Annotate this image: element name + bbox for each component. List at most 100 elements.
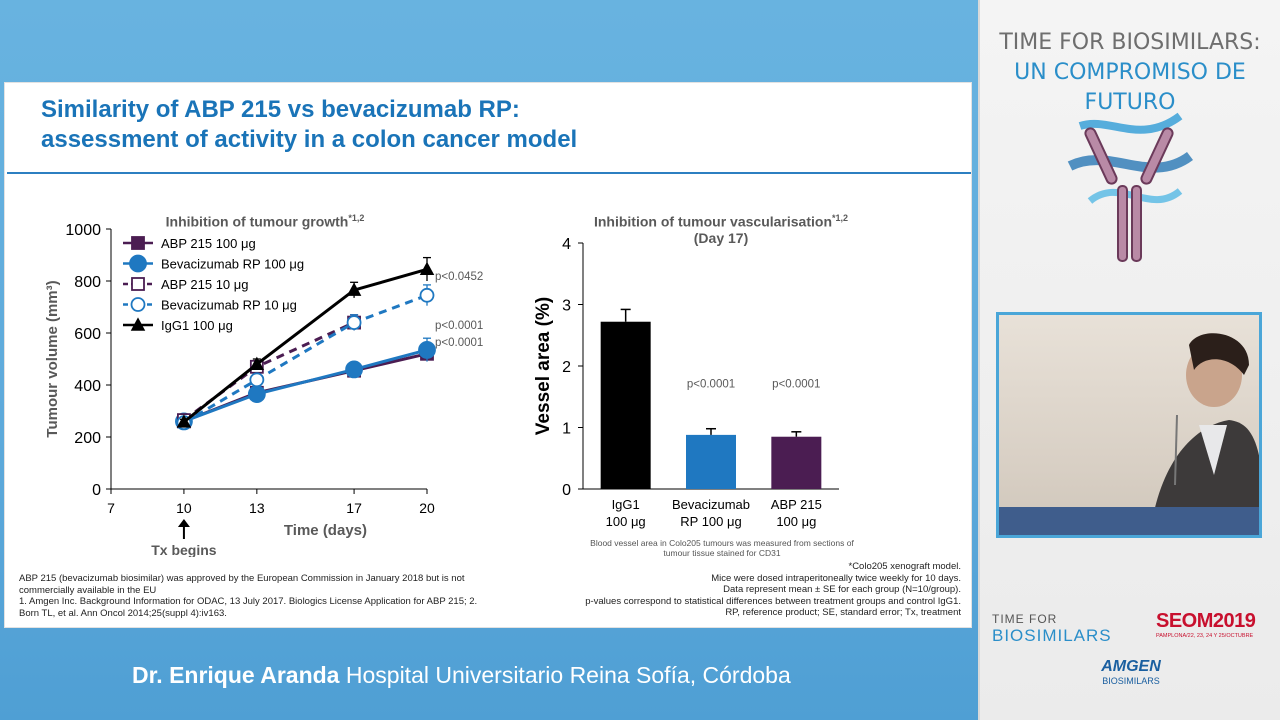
vessel-caption: Blood vessel area in Colo205 tumours was…	[590, 538, 854, 558]
legend-label: IgG1 100 μg	[161, 318, 233, 333]
legend-marker	[129, 254, 147, 273]
data-point	[418, 340, 436, 359]
vascular-chart-title: Inhibition of tumour vascularisation*1,2…	[561, 213, 881, 246]
series-line	[182, 267, 428, 424]
category-label: Bevacizumab	[672, 497, 750, 512]
speaker-video	[996, 312, 1262, 538]
category-label: 100 μg	[606, 514, 646, 529]
amgen-logo-line1: AMGEN	[1101, 658, 1161, 675]
x-tick-label: 20	[419, 500, 435, 516]
tfb-logo-line2: BIOSIMILARS	[992, 626, 1112, 645]
bar	[686, 434, 736, 489]
tumour-growth-chart: 0 200 400 600 800 1000 7 10 13 17 20 Time (days) Tum…	[44, 222, 483, 557]
y-tick-label: 0	[92, 482, 101, 499]
footnote-left: ABP 215 (bevacizumab biosimilar) was app…	[19, 573, 489, 619]
data-point	[176, 414, 192, 428]
y-tick-label: 2	[562, 359, 571, 376]
category-label: 100 μg	[776, 514, 816, 529]
data-point	[345, 360, 363, 379]
data-point	[247, 385, 266, 404]
seom-logo-line1: SEOM2019	[1156, 610, 1256, 632]
slide-title-line2: assessment of activity in a colon cancer…	[41, 126, 578, 153]
pvalue-label: p<0.0001	[687, 379, 735, 391]
speaker-name: Dr. Enrique Aranda	[132, 662, 340, 688]
x-tick-label: 10	[176, 500, 192, 516]
legend-label: ABP 215 10 μg	[161, 277, 248, 292]
tx-begins-label: Tx begins	[151, 542, 217, 557]
data-point	[346, 282, 362, 296]
data-point	[249, 372, 265, 388]
data-point	[249, 356, 265, 370]
y-tick-label: 800	[74, 274, 101, 291]
growth-chart-title-sup: *1,2	[348, 213, 365, 223]
seom-logo-line2: PAMPLONA/22, 23, 24 Y 25/OCTUBRE	[1156, 633, 1254, 639]
data-point	[419, 261, 435, 276]
amgen-logo-line2: BIOSIMILARS	[1102, 676, 1160, 686]
pvalue-label: p<0.0001	[435, 320, 483, 332]
vascular-chart-title-text: Inhibition of tumour vascularisation	[593, 213, 832, 230]
x-tick-label: 17	[346, 500, 362, 516]
event-title-line2: UN COMPROMISO DE FUTURO	[1014, 60, 1246, 115]
x-axis-label: Time (days)	[284, 522, 367, 539]
legend-marker	[130, 317, 146, 331]
y-tick-label: 600	[74, 326, 101, 343]
category-label: RP 100 μg	[680, 514, 741, 529]
y-axis-label: Tumour volume (mm³)	[44, 280, 61, 437]
footnote-abbreviations: RP, reference product; SE, standard erro…	[725, 607, 961, 618]
footnote-right: *Colo205 xenograft model. Mice were dose…	[545, 561, 961, 619]
footnote-approval: ABP 215 (bevacizumab biosimilar) was app…	[19, 573, 465, 596]
data-point	[346, 315, 362, 330]
pvalue-label: p<0.0001	[772, 379, 820, 391]
time-for-biosimilars-logo: TIME FOR BIOSIMILARS	[992, 612, 1122, 646]
y-tick-label: 4	[562, 236, 571, 253]
legend-marker	[131, 236, 145, 250]
legend-label: Bevacizumab RP 10 μg	[161, 298, 297, 313]
footnote-data: Data represent mean ± SE for each group …	[723, 584, 961, 595]
bar	[600, 321, 651, 489]
y-tick-label: 1	[562, 421, 571, 438]
footnote-references: 1. Amgen Inc. Background Information for…	[19, 596, 478, 619]
vascular-chart-title-sup: *1,2	[832, 213, 849, 223]
x-tick-label: 7	[107, 500, 115, 516]
growth-chart-title-text: Inhibition of tumour growth	[165, 213, 349, 230]
vascular-chart-subtitle: (Day 17)	[693, 229, 749, 246]
footnote-dosing: Mice were dosed intraperitoneally twice …	[711, 572, 961, 584]
vascularisation-bar-chart: 0 1 2 3 4 Vessel area (%) IgG1 100 μg Bevacizuma…	[533, 236, 839, 529]
y-tick-label: 400	[74, 378, 101, 395]
series-line	[183, 293, 428, 424]
speaker-caption: Dr. Enrique Aranda Hospital Universitari…	[132, 662, 791, 689]
speaker-desk	[999, 507, 1259, 535]
amgen-biosimilars-logo: AMGEN BIOSIMILARS	[1086, 658, 1176, 686]
footnote-pvalues: p-values correspond to statistical diffe…	[585, 595, 961, 607]
event-title-line1: TIME FOR BIOSIMILARS:	[999, 30, 1261, 55]
legend-label: Bevacizumab RP 100 μg	[161, 257, 304, 272]
legend-marker	[131, 277, 145, 291]
tfb-logo-line1: TIME FOR	[992, 612, 1058, 626]
event-title: TIME FOR BIOSIMILARS: UN COMPROMISO DE F…	[990, 28, 1270, 118]
slide: Similarity of ABP 215 vs bevacizumab RP:…	[4, 82, 972, 628]
seom-logo: SEOM2019 PAMPLONA/22, 23, 24 Y 25/OCTUBR…	[1156, 610, 1271, 639]
category-label: IgG1	[612, 497, 640, 512]
y-tick-label: 200	[74, 430, 101, 447]
slide-title: Similarity of ABP 215 vs bevacizumab RP:…	[41, 95, 921, 155]
y-axis-label: Vessel area (%)	[533, 297, 554, 435]
data-point	[419, 287, 435, 303]
bar	[771, 436, 822, 489]
slide-title-line1: Similarity of ABP 215 vs bevacizumab RP:	[41, 96, 520, 123]
pvalue-label: p<0.0001	[435, 337, 483, 349]
x-tick-label: 13	[249, 500, 265, 516]
y-tick-label: 0	[562, 482, 571, 499]
y-tick-label: 1000	[65, 222, 101, 239]
footnote-model: *Colo205 xenograft model.	[848, 561, 962, 572]
y-tick-label: 3	[562, 298, 571, 315]
legend-label: ABP 215 100 μg	[161, 236, 256, 251]
pvalue-label: p<0.0452	[435, 271, 483, 283]
title-divider	[7, 172, 971, 174]
series-line	[183, 348, 428, 423]
growth-chart-title: Inhibition of tumour growth*1,2	[135, 213, 395, 230]
category-label: ABP 215	[771, 497, 822, 512]
series-line	[183, 352, 428, 423]
tx-arrow-head	[177, 519, 190, 527]
legend-marker	[130, 297, 146, 312]
speaker-silhouette	[1149, 333, 1259, 535]
